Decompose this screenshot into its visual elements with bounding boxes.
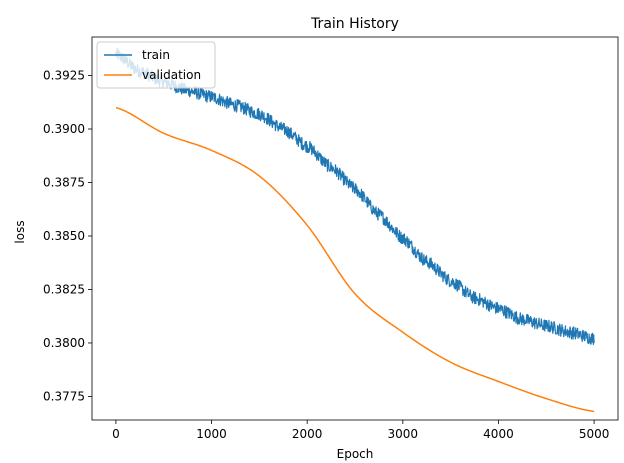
legend-label-validation: validation (142, 68, 201, 82)
y-tick-label: 0.3875 (43, 175, 85, 189)
y-axis-label: loss (13, 220, 27, 243)
chart-title: Train History (310, 16, 399, 32)
x-axis-ticks: 0 1000 2000 3000 4000 5000 (112, 420, 609, 441)
x-axis-label: Epoch (337, 447, 374, 461)
legend-label-train: train (142, 48, 170, 62)
y-tick-label: 0.3925 (43, 69, 85, 83)
x-tick-label: 4000 (483, 427, 514, 441)
series-line-validation (115, 106, 595, 413)
x-tick-label: 1000 (196, 427, 227, 441)
y-tick-label: 0.3800 (43, 336, 85, 350)
y-tick-label: 0.3775 (43, 389, 85, 403)
series-line-train (115, 47, 595, 346)
y-tick-label: 0.3850 (43, 229, 85, 243)
legend: train validation (96, 41, 216, 89)
x-tick-label: 0 (112, 427, 120, 441)
y-axis-ticks: 0.3775 0.3800 0.3825 0.3850 0.3875 0.3900 0.39… (43, 69, 92, 403)
y-tick-label: 0.3825 (43, 282, 85, 296)
plot-area (91, 36, 619, 421)
legend-box (96, 41, 216, 89)
axes-frame (91, 36, 619, 421)
x-tick-label: 5000 (579, 427, 610, 441)
y-tick-label: 0.3900 (43, 122, 85, 136)
x-tick-label: 3000 (388, 427, 419, 441)
x-tick-label: 2000 (292, 427, 323, 441)
